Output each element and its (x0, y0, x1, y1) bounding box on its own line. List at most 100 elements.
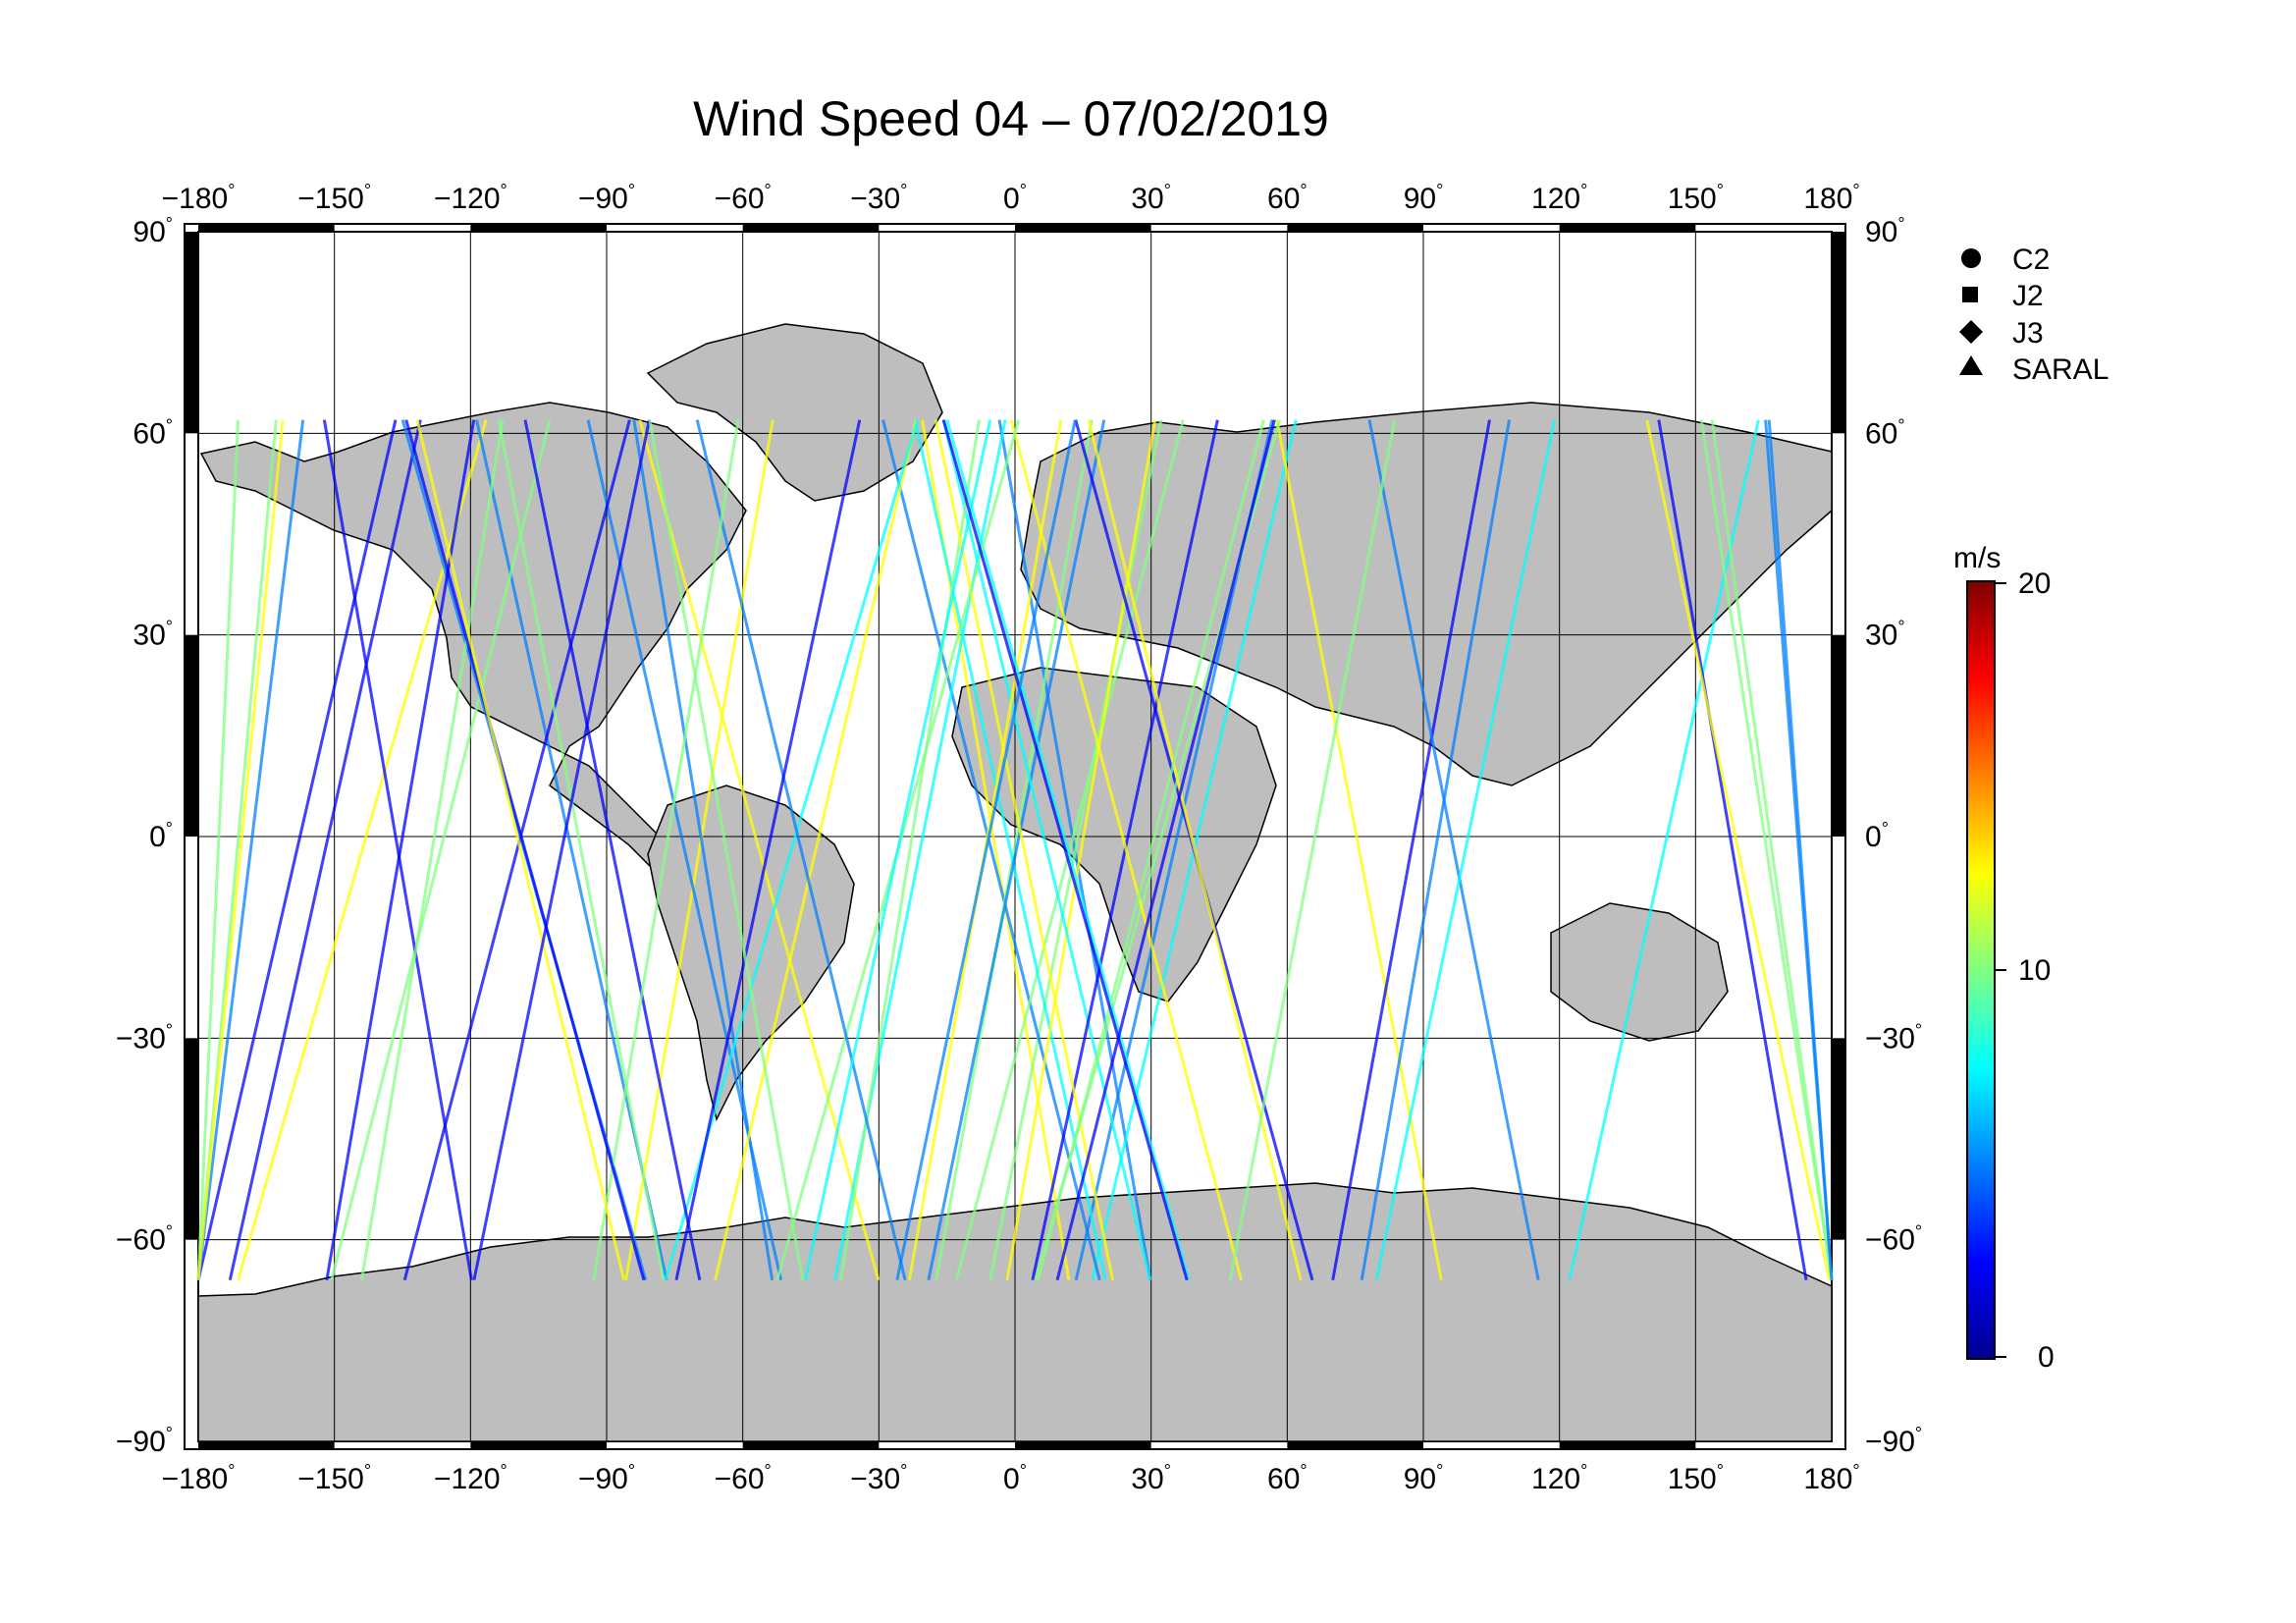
longitude-labels-bottom: −180° −150° −120° −90° −60° −30° 0° 30° 60° 90° 12… (162, 1461, 1860, 1495)
greenland (646, 323, 943, 502)
australia (1550, 902, 1729, 1042)
satellite-track (1374, 419, 1556, 1281)
satellite-track (988, 419, 1163, 1281)
satellite-track (913, 419, 1107, 1281)
latitude-tick-label: 90° (133, 214, 173, 248)
satellite-track (895, 419, 1077, 1281)
map-title: Wind Speed 04 – 07/02/2019 (693, 91, 1329, 146)
satellite-track (592, 419, 740, 1280)
colorbar-unit: m/s (1953, 542, 2001, 574)
longitude-tick-label: −90° (578, 1461, 635, 1495)
satellite-track (1767, 419, 1834, 1280)
satellite-track (674, 419, 862, 1281)
longitude-tick-label: −60° (715, 181, 772, 215)
legend-label-j3: J3 (2012, 317, 2044, 350)
longitude-tick-label: −30° (850, 181, 907, 215)
longitude-tick-label: −30° (850, 1461, 907, 1495)
satellite-track (945, 419, 1191, 1281)
circle-icon (1961, 248, 1981, 268)
satellite-track (1699, 419, 1834, 1280)
latitude-tick-label: 0° (1865, 819, 1889, 853)
satellite-track (1568, 419, 1760, 1281)
square-icon (1962, 287, 1978, 302)
latitude-tick-label: −30° (116, 1020, 173, 1055)
satellite-track (803, 419, 992, 1281)
satellite-track (1645, 419, 1832, 1281)
latitude-tick-label: 60° (1865, 415, 1905, 450)
satellite-track (415, 419, 626, 1281)
satellite-track (196, 419, 398, 1281)
satellite-track (714, 419, 918, 1281)
longitude-tick-label: 180° (1803, 181, 1859, 215)
satellite-track (196, 419, 305, 1280)
longitude-tick-label: 90° (1404, 181, 1444, 215)
satellite-track (934, 419, 1094, 1281)
map-border-bars (185, 224, 1845, 1449)
latitude-tick-label: −90° (116, 1424, 173, 1458)
longitude-tick-label: 0° (1003, 1461, 1027, 1495)
legend-label-saral: SARAL (2012, 353, 2109, 386)
colorbar-gradient (1966, 580, 1996, 1360)
satellite-track (1275, 419, 1443, 1281)
latitude-tick-label: 30° (133, 618, 173, 652)
satellite-track (196, 419, 285, 1280)
satellite-track (1087, 419, 1303, 1281)
longitude-tick-label: 150° (1668, 1461, 1724, 1495)
longitude-tick-label: −120° (434, 181, 507, 215)
satellite-track (648, 419, 805, 1280)
longitude-tick-label: −180° (162, 181, 236, 215)
satellite-track (196, 419, 240, 1280)
satellite-track (325, 419, 476, 1280)
satellite-track (497, 419, 666, 1281)
satellite-track (1055, 419, 1276, 1281)
longitude-tick-label: 120° (1531, 181, 1587, 215)
satellite-track (638, 419, 881, 1281)
latitude-tick-label: 60° (133, 415, 173, 450)
legend-label-j2: J2 (2012, 280, 2044, 312)
longitude-tick-label: −120° (434, 1461, 507, 1495)
longitude-labels-top: −180° −150° −120° −90° −60° −30° 0° 30° 60° 90° 12… (162, 181, 1860, 215)
longitude-tick-label: 60° (1267, 1461, 1308, 1495)
longitude-tick-label: −60° (715, 1461, 772, 1495)
satellite-track (1009, 419, 1243, 1281)
legend-label-c2: C2 (2012, 243, 2050, 276)
latitude-labels-left: 90° 60° 30° 0° −30° −60° −90° (116, 214, 173, 1458)
satellite-track (927, 419, 1106, 1281)
satellite-track (404, 419, 646, 1281)
latitude-tick-label: −30° (1865, 1020, 1922, 1055)
longitude-tick-label: 30° (1131, 181, 1171, 215)
satellite-track (1331, 419, 1491, 1281)
satellite-track (322, 419, 473, 1280)
colorbar-mid-label: 10 (2018, 954, 2051, 987)
colorbar: m/s 20 10 0 (1953, 542, 2055, 1374)
latitude-tick-label: 0° (149, 819, 173, 853)
latitude-tick-label: −60° (116, 1222, 173, 1257)
satellite-track (1005, 419, 1157, 1280)
longitude-tick-label: 180° (1803, 1461, 1859, 1495)
latitude-tick-label: −60° (1865, 1222, 1922, 1257)
satellite-tracks (196, 419, 1834, 1281)
satellite-track (695, 419, 907, 1281)
south-america (647, 784, 855, 1122)
latitude-labels-right: 90° 60° 30° 0° −30° −60° −90° (1865, 214, 1922, 1458)
satellite-track (1710, 419, 1834, 1280)
satellite-legend: C2 J2 J3 SARAL (1959, 243, 2109, 386)
longitude-tick-label: −90° (578, 181, 635, 215)
satellite-track (941, 419, 1189, 1281)
colorbar-max-label: 20 (2018, 568, 2051, 600)
longitude-tick-label: −150° (297, 1461, 371, 1495)
satellite-track (1228, 419, 1397, 1281)
satellite-track (523, 419, 702, 1281)
latitude-tick-label: −90° (1865, 1424, 1922, 1458)
satellite-track (360, 419, 505, 1280)
satellite-track (1657, 419, 1808, 1280)
satellite-track (402, 419, 631, 1281)
longitude-tick-label: 90° (1404, 1461, 1444, 1495)
longitude-tick-label: 150° (1668, 181, 1724, 215)
europe-asia (1020, 402, 1833, 786)
satellite-track (1036, 419, 1265, 1281)
satellite-track (624, 419, 774, 1280)
longitude-tick-label: −180° (162, 1461, 236, 1495)
longitude-tick-label: 0° (1003, 181, 1027, 215)
